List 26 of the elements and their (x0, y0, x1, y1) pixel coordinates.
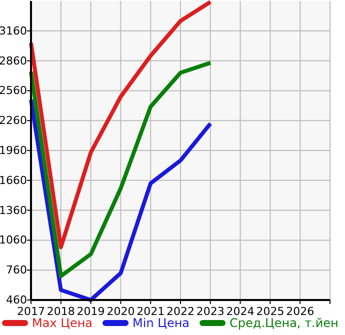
x-tick-label: 2023 (196, 304, 224, 318)
y-tick-label: 1660 (0, 174, 27, 187)
y-tick-label: 460 (6, 294, 27, 307)
x-tick-label: 2019 (76, 304, 105, 318)
x-tick-label: 2020 (106, 304, 135, 318)
y-tick-label: 2260 (0, 114, 27, 128)
y-tick-label: 1060 (0, 234, 27, 247)
line-series (29, 0, 212, 250)
y-tick-label: 1360 (0, 204, 27, 217)
y-tick-label: 3160 (0, 24, 27, 38)
x-tick-label: 2022 (166, 304, 194, 318)
x-tick-label: 2017 (17, 304, 45, 318)
y-tick-label: 1960 (0, 144, 27, 158)
x-tick-label: 2025 (256, 304, 284, 318)
x-tick-label: 2026 (286, 304, 314, 318)
y-tick-label: 760 (6, 264, 27, 277)
legend-label: Min Цена (132, 316, 190, 330)
line-series (29, 60, 212, 278)
x-tick-label: 2021 (136, 304, 165, 318)
y-tick-label: 2560 (0, 84, 27, 98)
x-tick-label: 2024 (226, 304, 254, 318)
legend-label: Сред.Цена, т.йен (230, 316, 338, 330)
legend-label: Max Цена (32, 316, 93, 330)
y-tick-label: 2860 (0, 54, 27, 68)
x-tick-label: 2018 (46, 304, 75, 318)
line-series (29, 98, 212, 302)
